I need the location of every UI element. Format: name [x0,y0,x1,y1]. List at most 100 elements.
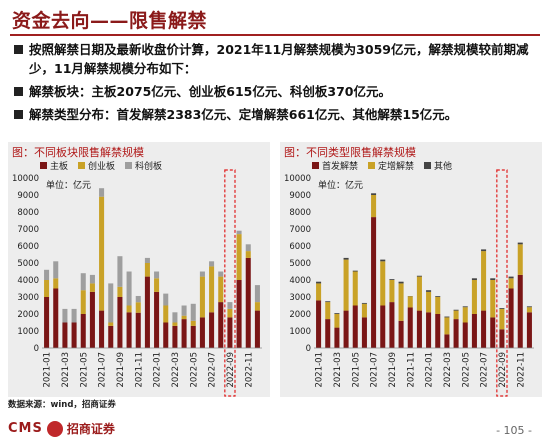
chart-plot: 0 1000 2000 3000 4000 5000 6000 7000 8000 9000 100… [284,169,534,397]
y-tick-label: 1000 [17,327,39,337]
bar-segment [181,305,187,316]
y-tick-label: 1000 [289,327,311,337]
bar-segment [172,322,178,326]
x-tick-label: 2021-09 [388,352,398,388]
bar-segment [108,325,114,348]
bar-segment [99,196,105,311]
page-title: 资金去向——限售解禁 [12,10,208,32]
bar-segment [334,314,340,328]
bar-segment [236,234,242,280]
bullet-square-icon [14,87,23,96]
legend-label: 主板 [50,162,69,172]
bar-segment [481,251,487,311]
bar-segment [471,314,477,348]
bullet-item: 解禁类型分布：首发解禁2383亿元、定增解禁661亿元、其他解禁15亿元。 [14,105,539,124]
bar-segment [62,308,68,323]
y-tick-label: 6000 [289,242,311,252]
bar-segment [380,259,386,262]
x-tick-label: 2021-05 [351,352,361,388]
y-tick-label: 5000 [289,259,311,269]
bar-segment [371,195,377,218]
bar-segment [199,276,205,318]
x-tick-label: 2022-03 [443,352,453,388]
bar-segment [80,273,86,291]
chart-title: 图：不同类型限售解禁规模 [284,146,416,159]
chart-type: 图：不同类型限售解禁规模 首发解禁 定增解禁 其他 0 1000 2000 3000 4… [280,142,542,397]
bullet-square-icon [14,110,23,119]
y-tick-label: 10000 [12,174,39,184]
x-tick-label: 2022-07 [208,352,218,388]
bar-segment [380,305,386,348]
x-tick-label: 2021-03 [61,352,71,388]
bar-segment [254,302,260,311]
bar-segment [236,280,242,348]
bar-segment [44,269,50,280]
bar-segment [426,290,432,292]
legend-label: 首发解禁 [322,162,359,172]
y-tick-label: 8000 [289,208,311,218]
bar-segment [199,271,205,277]
bar-segment [517,274,523,348]
x-tick-label: 2022-09 [498,352,508,388]
logo-badge-icon [46,420,63,437]
bar-segment [172,312,178,323]
title-divider [10,34,540,36]
bar-segment [209,266,215,313]
bar-segment [462,306,468,308]
bar-segment [227,308,233,318]
bar-segment [462,307,468,323]
bar-segment [371,217,377,348]
bar-segment [343,310,349,348]
bar-segment [426,312,432,348]
bar-segment [453,309,459,311]
bar-segment [236,230,242,235]
bar-segment [89,291,95,348]
bar-segment [144,263,150,277]
bar-segment [471,278,477,280]
x-tick-label: 2022-11 [516,352,526,388]
bar-segment [44,297,50,348]
bar-segment [499,329,505,348]
x-tick-label: 2021-03 [333,352,343,388]
bar-segment [517,244,523,275]
bar-segment [190,303,196,321]
x-tick-label: 2022-11 [244,352,254,388]
bar-segment [526,307,532,313]
x-tick-label: 2021-01 [43,352,53,388]
bar-segment [126,312,132,348]
bar-segment [352,305,358,348]
bar-segment [144,276,150,348]
y-tick-label: 3000 [17,293,39,303]
x-tick-label: 2022-01 [425,352,435,388]
chart-legend: 首发解禁 定增解禁 其他 [312,159,452,172]
chart-plot: 0 1000 2000 3000 4000 5000 6000 7000 8000 9000 100… [12,169,262,397]
y-tick-label: 10000 [284,174,311,184]
bullet-item: 解禁板块：主板2075亿元、创业板615亿元、科创板370亿元。 [14,82,539,101]
bullet-item: 按照解禁日期及最新收盘价计算，2021年11月解禁规模为3059亿元，解禁规模较… [14,40,539,78]
legend-item: 科创板 [125,159,162,172]
bar-segment [181,319,187,348]
bar-segment [508,288,514,348]
x-tick-label: 2022-01 [153,352,163,388]
logo-name: 招商证券 [66,422,115,436]
bar-segment [44,280,50,297]
bar-segment [453,310,459,320]
bar-segment [190,320,196,326]
x-tick-label: 2022-05 [461,352,471,388]
bar-segment [435,296,441,297]
legend-item: 主板 [40,159,68,172]
bar-segment [245,244,251,252]
bar-segment [453,319,459,348]
bar-segment [227,317,233,348]
y-tick-label: 2000 [17,310,39,320]
bar-segment [499,308,505,309]
bar-segment [218,302,224,348]
bar-segment [398,283,404,321]
chart-title: 图：不同板块限售解禁规模 [12,146,144,159]
legend-label: 科创板 [135,162,163,172]
bar-segment [80,314,86,348]
highlight-box [224,169,236,397]
bar-segment [398,281,404,284]
legend-item: 其他 [424,159,452,172]
bar-segment [62,322,68,348]
